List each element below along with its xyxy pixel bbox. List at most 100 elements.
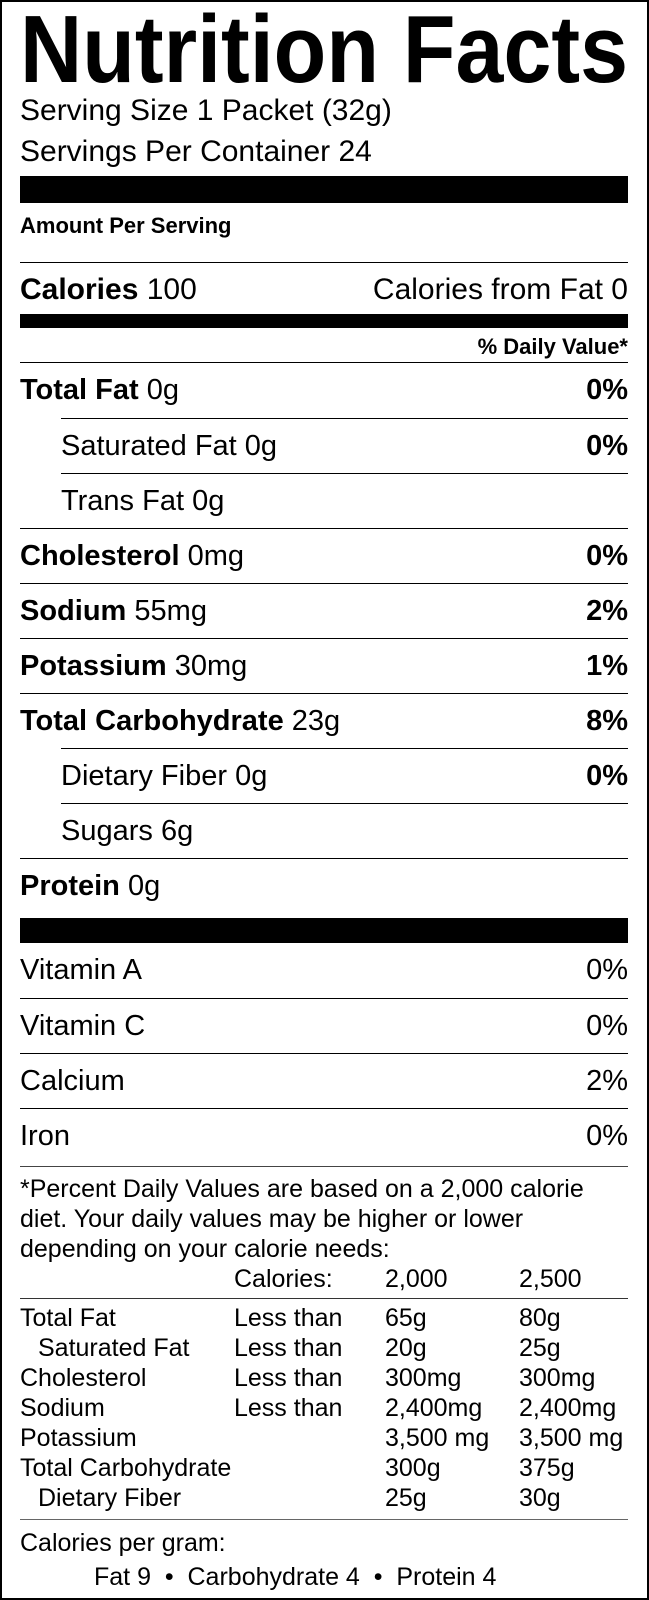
nutrient-daily-value: 2% [586, 594, 628, 627]
vitamin-row: Calcium 2% [20, 1053, 628, 1108]
divider [20, 362, 628, 363]
reference-nutrient: Dietary Fiber [38, 1484, 182, 1512]
reference-nutrient: Potassium [20, 1424, 137, 1452]
reference-2500: 80g [519, 1304, 561, 1332]
nutrient-row: Potassium 30mg 1% [20, 638, 628, 693]
nutrient-label: Potassium [20, 649, 167, 682]
nutrient-amount: 55mg [134, 594, 207, 627]
nutrient-amount: 0g [235, 759, 268, 792]
reference-header: Calories: 2,000 2,500 [20, 1264, 628, 1294]
nutrient-label: Sodium [20, 594, 127, 627]
footnote: *Percent Daily Values are based on a 2,0… [20, 1174, 628, 1264]
thick-divider [20, 176, 628, 203]
reference-2000: 3,500 mg [385, 1424, 490, 1452]
servings-per-container: Servings Per Container 24 [20, 135, 372, 168]
nutrient-label: Dietary Fiber [61, 759, 227, 792]
footnote-line: *Percent Daily Values are based on a 2,0… [20, 1175, 584, 1203]
calories-2500: 2,500 [519, 1265, 582, 1293]
reference-2000: 20g [385, 1334, 427, 1362]
reference-qualifier: Less than [234, 1394, 343, 1422]
vitamin-label: Vitamin C [20, 1009, 146, 1042]
amount-per-serving: Amount Per Serving [20, 213, 232, 238]
vitamin-daily-value: 2% [586, 1064, 628, 1097]
nutrient-row: Cholesterol 0mg 0% [20, 528, 628, 583]
reference-nutrient: Total Fat [20, 1304, 116, 1332]
reference-2500: 300mg [519, 1364, 596, 1392]
nutrient-amount: 0g [127, 869, 161, 902]
label-title: Nutrition Facts [20, 0, 628, 103]
nutrient-daily-value: 0% [586, 374, 628, 406]
reference-nutrient: Total Carbohydrate [20, 1454, 232, 1482]
nutrient-label: Protein [20, 869, 120, 902]
reference-2000: 65g [385, 1304, 427, 1332]
nutrient-row: Total Carbohydrate 23g 8% [20, 693, 628, 748]
nutrient-label: Total Fat [20, 374, 139, 406]
vitamin-list: Vitamin A 0% Vitamin C 0% Calcium 2% Iron 0% [20, 943, 628, 1163]
reference-table: Total Fat Less than 65g 80g Saturated Fat Les… [20, 1303, 628, 1513]
nutrient-row: Sodium 55mg 2% [20, 583, 628, 638]
nutrient-row: Protein 0g [20, 858, 628, 913]
vitamin-daily-value: 0% [586, 1009, 628, 1042]
reference-nutrient: Saturated Fat [38, 1334, 190, 1362]
reference-row: Sodium Less than 2,400mg 2,400mg [20, 1393, 628, 1423]
vitamin-daily-value: 0% [586, 954, 628, 986]
reference-2500: 25g [519, 1334, 561, 1362]
calories-from-fat: Calories from Fat 0 [372, 273, 628, 306]
calories-2000: 2,000 [385, 1265, 448, 1293]
nutrient-label: Sugars [61, 814, 153, 847]
reference-nutrient: Sodium [20, 1394, 105, 1422]
nutrient-amount: 0g [192, 484, 225, 517]
reference-2000: 2,400mg [385, 1394, 483, 1422]
calories-row: Calories 100 Calories from Fat 0 [20, 270, 628, 310]
nutrient-daily-value: 0% [586, 429, 628, 462]
reference-qualifier [234, 1423, 385, 1453]
nutrient-row: Trans Fat 0g [61, 473, 628, 528]
nutrient-label: Saturated Fat [61, 429, 237, 462]
nutrient-label: Trans Fat [61, 484, 185, 517]
nutrient-daily-value: 0% [586, 539, 628, 572]
reference-2500: 3,500 mg [519, 1424, 624, 1452]
vitamin-label: Vitamin A [20, 954, 142, 986]
calories-value: 100 [146, 273, 197, 306]
reference-2500: 2,400mg [519, 1394, 617, 1422]
reference-row: Dietary Fiber 25g 30g [20, 1483, 628, 1513]
divider [20, 1166, 628, 1167]
vitamin-row: Vitamin A 0% [20, 943, 628, 998]
reference-2500: 30g [519, 1484, 561, 1512]
reference-qualifier [234, 1483, 385, 1513]
nutrient-amount: 0mg [187, 539, 245, 572]
nutrient-amount: 0g [244, 429, 278, 462]
reference-nutrient: Cholesterol [20, 1364, 147, 1392]
nutrient-label: Total Carbohydrate [20, 704, 284, 737]
reference-row: Total Fat Less than 65g 80g [20, 1303, 628, 1333]
divider [20, 1298, 628, 1299]
vitamin-row: Vitamin C 0% [20, 998, 628, 1053]
serving-size: Serving Size 1 Packet (32g) [20, 94, 392, 127]
divider [20, 262, 628, 263]
nutrient-row: Total Fat 0g 0% [20, 363, 628, 418]
reference-qualifier: Less than [234, 1364, 343, 1392]
reference-row: Saturated Fat Less than 20g 25g [20, 1333, 628, 1363]
reference-2500: 375g [519, 1454, 575, 1482]
vitamin-label: Calcium [20, 1064, 125, 1097]
reference-row: Total Carbohydrate 300g 375g [20, 1453, 628, 1483]
nutrient-label: Cholesterol [20, 539, 180, 572]
nutrient-amount: 23g [291, 704, 341, 737]
reference-2000: 300mg [385, 1364, 462, 1392]
nutrient-list: Total Fat 0g 0% Saturated Fat 0g 0% Trans Fa… [20, 363, 628, 913]
nutrient-daily-value: 0% [586, 759, 628, 792]
vitamin-row: Iron 0% [20, 1108, 628, 1163]
nutrient-amount: 30mg [174, 649, 248, 682]
calories-per-gram-values: Fat 9 • Carbohydrate 4 • Protein 4 [94, 1563, 497, 1591]
nutrient-daily-value: 1% [586, 649, 628, 682]
nutrient-amount: 6g [160, 814, 194, 847]
calories-per-gram-label: Calories per gram: [20, 1529, 226, 1557]
reference-row: Potassium 3,500 mg 3,500 mg [20, 1423, 628, 1453]
daily-value-header: % Daily Value* [477, 334, 628, 359]
reference-2000: 300g [385, 1454, 441, 1482]
calories-label: Calories [20, 273, 139, 306]
nutrient-row: Dietary Fiber 0g 0% [61, 748, 628, 803]
reference-row: Cholesterol Less than 300mg 300mg [20, 1363, 628, 1393]
footnote-line: depending on your calorie needs: [20, 1235, 390, 1263]
